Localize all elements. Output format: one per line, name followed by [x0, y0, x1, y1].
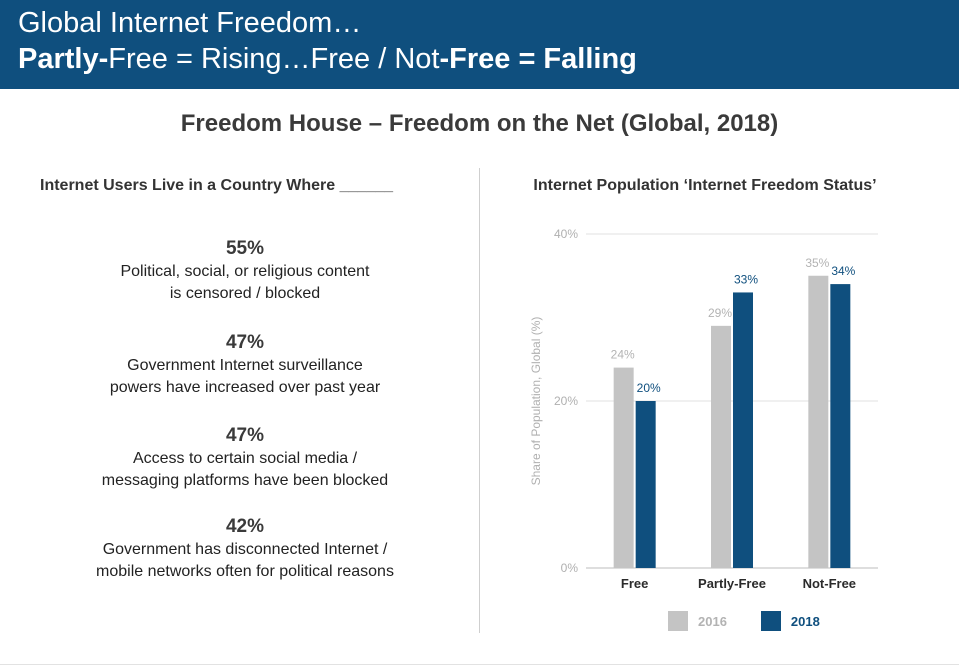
data-label: 34% [831, 264, 855, 278]
header-banner: Global Internet Freedom… Partly-Free = R… [0, 0, 959, 89]
stat-surveillance: 47% Government Internet surveillance pow… [40, 331, 450, 399]
stat-censored: 55% Political, social, or religious cont… [40, 237, 450, 305]
bar-2018-free [635, 401, 656, 568]
x-tick-label: Free [621, 576, 648, 591]
bar-2016-not-free [808, 275, 829, 568]
chart-title: Internet Population ‘Internet Freedom St… [533, 177, 877, 194]
stat-percent: 55% [225, 238, 265, 259]
data-label: 24% [611, 348, 635, 362]
header-title-line1: Global Internet Freedom… [18, 7, 362, 39]
legend-label-2016: 2016 [698, 613, 727, 629]
stat-percent: 47% [225, 425, 265, 446]
y-axis-label: Share of Population, Global (%) [529, 317, 543, 486]
bar-2018-partly-free [733, 292, 753, 568]
stat-description-line1: Political, social, or religious content [120, 263, 370, 280]
data-label: 20% [637, 381, 661, 395]
stat-description-line1: Government Internet surveillance [127, 357, 363, 374]
bar-2016-free [613, 367, 634, 568]
data-label: 29% [708, 306, 732, 320]
legend-label-2018: 2018 [790, 613, 820, 629]
panel-divider [479, 168, 480, 633]
stat-percent: 47% [225, 332, 265, 353]
header-title-line2: Partly-Free = Rising…Free / Not-Free = F… [18, 40, 959, 78]
header-part-falling: -Free = Falling [439, 43, 637, 75]
bar-chart: 0% 20% 40% Share of Population, Global (%) 2… [529, 227, 878, 591]
stat-description-line2: is censored / blocked [169, 285, 321, 302]
stat-description-line1: Access to certain social media / [132, 450, 358, 467]
stat-description-line2: powers have increased over past year [109, 379, 381, 396]
legend-swatch-2016 [668, 611, 688, 631]
left-panel-title: Internet Users Live in a Country Where _… [40, 177, 394, 194]
stat-disconnected: 42% Government has disconnected Internet… [40, 515, 450, 583]
bar-2018-not-free [830, 284, 851, 568]
stat-social-blocked: 47% Access to certain social media / mes… [40, 424, 450, 492]
page-subtitle: Freedom House – Freedom on the Net (Glob… [180, 110, 779, 137]
y-tick-label: 20% [554, 394, 578, 408]
header-part-rising: Free = Rising…Free / Not [108, 43, 440, 75]
stat-description-line2: mobile networks often for political reas… [96, 563, 394, 580]
stat-description-line2: messaging platforms have been blocked [101, 472, 389, 489]
stat-percent: 42% [225, 516, 265, 537]
legend-item-2018: 2018 [760, 611, 820, 631]
stat-description-line1: Government has disconnected Internet / [102, 541, 388, 558]
header-part-partly: Partly- [18, 43, 109, 75]
data-label: 33% [734, 272, 758, 286]
y-tick-label: 40% [554, 227, 578, 241]
bar-2016-partly-free [711, 325, 731, 568]
y-tick-label: 0% [561, 561, 579, 575]
legend-item-2016: 2016 [668, 611, 727, 631]
legend-swatch-2018 [760, 611, 781, 631]
x-tick-label: Partly-Free [698, 576, 766, 591]
x-tick-label: Not-Free [803, 576, 856, 591]
data-label: 35% [805, 256, 829, 270]
bottom-rule [0, 664, 959, 665]
chart-legend: 2016 2018 [668, 610, 854, 632]
